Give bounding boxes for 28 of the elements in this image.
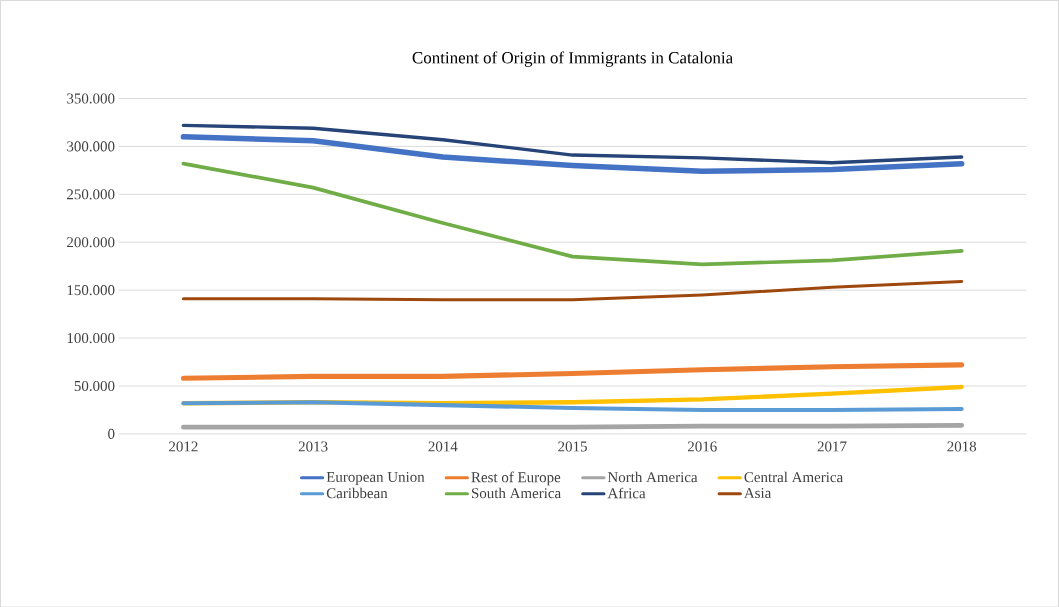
- line-series: [181, 161, 964, 266]
- legend-label: Central America: [744, 471, 843, 482]
- x-tick-label: 2016: [687, 441, 717, 452]
- legend-label: Rest of Europe: [471, 471, 561, 486]
- y-tick-label: 300.000: [67, 141, 115, 152]
- y-tick-label: 200.000: [67, 236, 115, 248]
- y-tick-label: 150.000: [67, 284, 115, 296]
- line-series: [181, 400, 964, 412]
- x-tick-label: 2012: [169, 441, 198, 452]
- legend-label: European Union: [326, 471, 425, 485]
- legend-label: North America: [607, 471, 698, 482]
- x-tick-label: 2014: [428, 441, 458, 452]
- y-tick-label: 100.000: [67, 332, 115, 343]
- legend-label: Asia: [744, 487, 772, 498]
- legend-label: Africa: [607, 487, 646, 499]
- y-tick-label: 0: [108, 428, 115, 439]
- y-tick-label: 250.000: [67, 189, 115, 200]
- y-tick-label: 350.000: [67, 93, 115, 104]
- legend-label: Caribbean: [326, 487, 388, 498]
- line-series: [181, 123, 964, 165]
- chart-title: Continent of Origin of Immigrants in Catalonia: [412, 51, 733, 67]
- legend-label: South America: [471, 487, 561, 498]
- x-tick-label: 2018: [947, 441, 977, 452]
- line-series: [181, 279, 964, 302]
- x-tick-label: 2017: [817, 441, 847, 452]
- x-tick-label: 2013: [298, 441, 328, 452]
- x-tick-label: 2015: [558, 441, 587, 452]
- y-tick-label: 50.000: [74, 380, 115, 391]
